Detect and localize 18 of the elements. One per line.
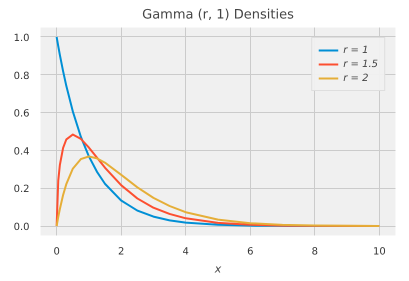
- x-axis-title: x: [214, 262, 222, 276]
- x-tick-label: 4: [182, 246, 189, 258]
- line-series: [56, 155, 380, 228]
- chart-title: Gamma (r, 1) Densities: [142, 8, 294, 22]
- x-tick-label: 8: [312, 246, 318, 258]
- y-tick-label: 1.0: [14, 32, 30, 44]
- legend-label: r = 2: [343, 72, 368, 84]
- x-tick-label: 6: [247, 246, 254, 258]
- y-tick-label: 0.0: [14, 222, 30, 234]
- y-tick-label: 0.6: [14, 108, 30, 120]
- legend-label: r = 1.5: [343, 58, 378, 70]
- x-tick-label: 10: [373, 246, 386, 258]
- y-tick-label: 0.8: [14, 70, 30, 82]
- x-tick-label: 2: [118, 246, 124, 258]
- legend-label: r = 1: [343, 44, 368, 56]
- y-tick-label: 0.4: [14, 146, 30, 158]
- x-tick-label: 0: [53, 246, 60, 258]
- y-tick-label: 0.2: [14, 184, 30, 196]
